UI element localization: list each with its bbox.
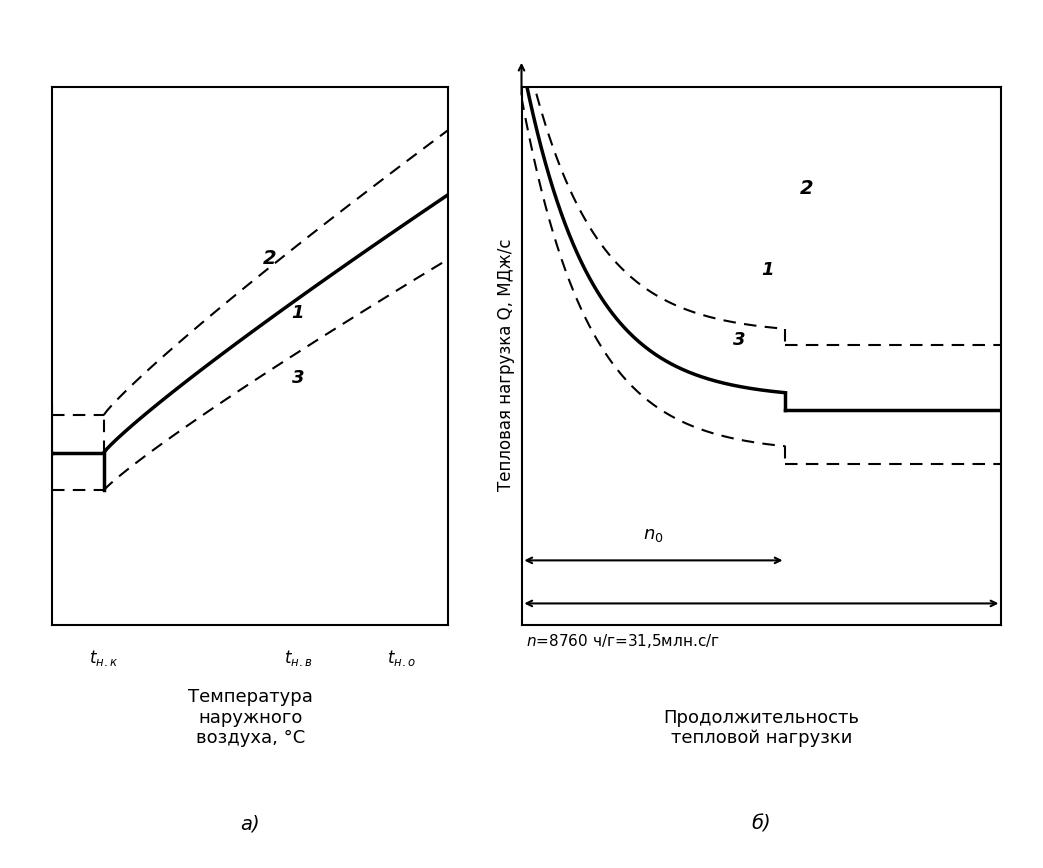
- Text: 3: 3: [292, 369, 305, 387]
- Text: Продолжительность
тепловой нагрузки: Продолжительность тепловой нагрузки: [663, 708, 859, 747]
- Text: $t_{н.к}$: $t_{н.к}$: [89, 648, 118, 667]
- Text: 1: 1: [292, 304, 305, 322]
- Text: Тепловая нагрузка Q, МДж/с: Тепловая нагрузка Q, МДж/с: [496, 239, 515, 490]
- Text: $n_0$: $n_0$: [644, 526, 663, 544]
- Text: Температура
наружного
воздуха, °C: Температура наружного воздуха, °C: [188, 687, 313, 747]
- Text: а): а): [241, 814, 260, 833]
- Text: 1: 1: [761, 261, 774, 279]
- Text: 2: 2: [800, 180, 814, 199]
- Text: 3: 3: [732, 331, 745, 349]
- Text: б): б): [752, 814, 771, 833]
- Text: $n$=8760 ч/г=31,5млн.с/г: $n$=8760 ч/г=31,5млн.с/г: [527, 633, 721, 650]
- Text: $t_{н.о}$: $t_{н.о}$: [387, 648, 415, 667]
- Text: $t_{н.в}$: $t_{н.в}$: [284, 648, 312, 667]
- Text: 2: 2: [263, 249, 277, 268]
